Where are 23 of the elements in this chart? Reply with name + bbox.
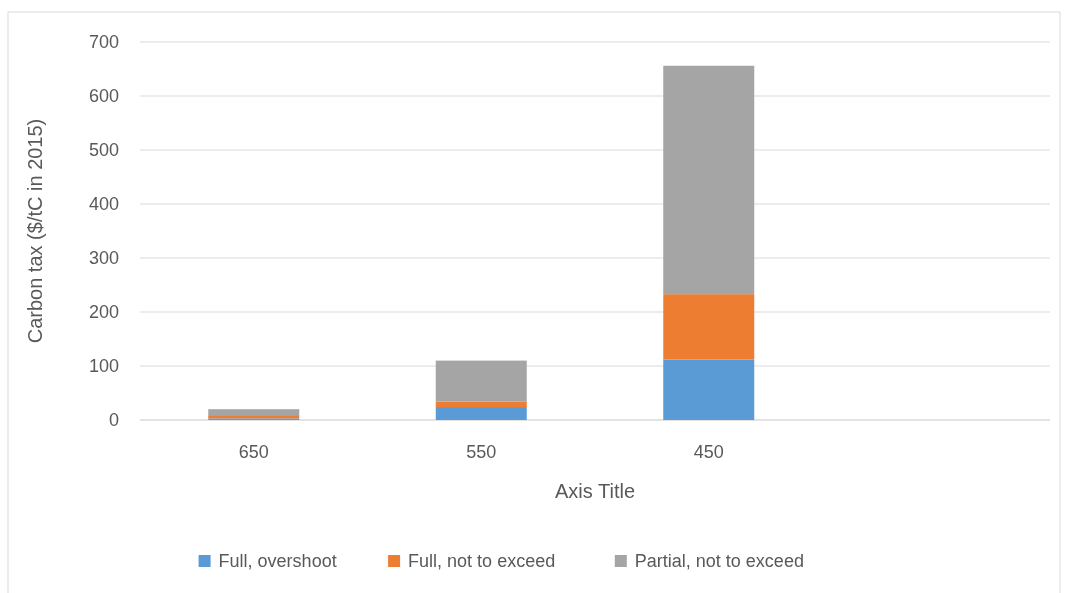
legend-label: Full, not to exceed [408, 551, 556, 572]
bar [208, 409, 300, 416]
y-axis-title: Carbon tax ($/tC in 2015) [24, 118, 46, 344]
y-tick-label: 300 [88, 248, 119, 269]
bar [435, 401, 527, 408]
y-tick-label: 200 [88, 302, 119, 323]
y-tick-label: 500 [88, 140, 119, 161]
bar [663, 359, 755, 420]
bar [663, 65, 755, 295]
legend-label: Partial, not to exceed [634, 551, 804, 572]
bar [435, 407, 527, 420]
x-tick-label: 550 [466, 442, 497, 462]
x-tick-label: 450 [693, 442, 724, 462]
y-tick-label: 600 [88, 86, 119, 107]
bar [435, 360, 527, 402]
x-axis-title: Axis Title [554, 480, 636, 502]
y-tick-label: 700 [88, 32, 119, 53]
legend-label: Full, overshoot [218, 551, 337, 572]
y-tick-label: 400 [88, 194, 119, 215]
y-tick-label: 0 [108, 410, 119, 431]
y-tick-label: 100 [88, 356, 119, 377]
bar [663, 294, 755, 360]
x-tick-label: 650 [238, 442, 269, 462]
